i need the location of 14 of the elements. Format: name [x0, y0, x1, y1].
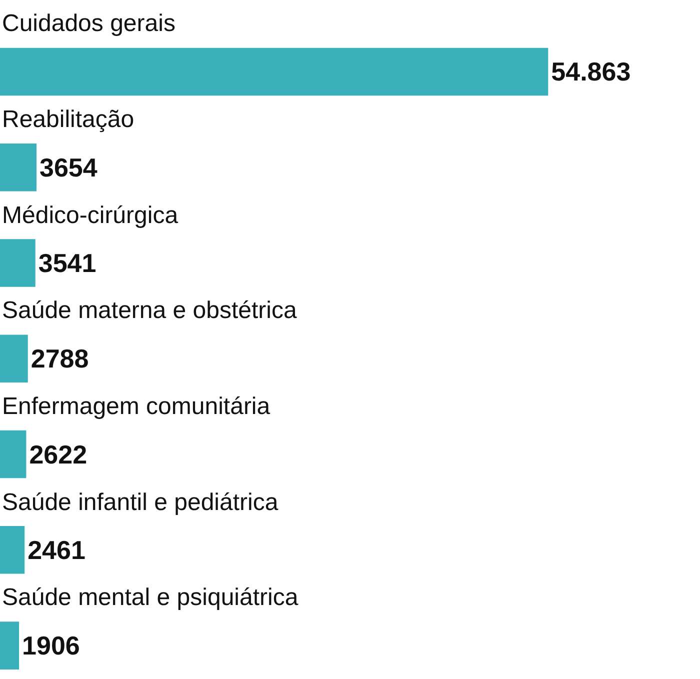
data-label: 3654 — [40, 152, 98, 182]
data-label: 2461 — [28, 534, 86, 565]
data-label: 2622 — [29, 439, 88, 470]
y-tick-label: Cuidados gerais — [2, 10, 176, 37]
y-tick-label: Saúde infantil e pediátrica — [2, 489, 279, 516]
data-label: 3541 — [38, 248, 96, 278]
y-tick-label: Reabilitação — [2, 106, 134, 133]
data-label: 54.863 — [551, 56, 631, 87]
data-label: 2788 — [30, 344, 89, 374]
y-tick-label: Saúde materna e obstétrica — [2, 297, 298, 324]
y-tick-label: Médico-cirúrgica — [2, 202, 179, 229]
y-tick-label: Enfermagem comunitária — [2, 393, 271, 420]
y-tick-label: Saúde mental e psiquiátrica — [2, 584, 299, 611]
data-label: 1906 — [22, 630, 80, 661]
